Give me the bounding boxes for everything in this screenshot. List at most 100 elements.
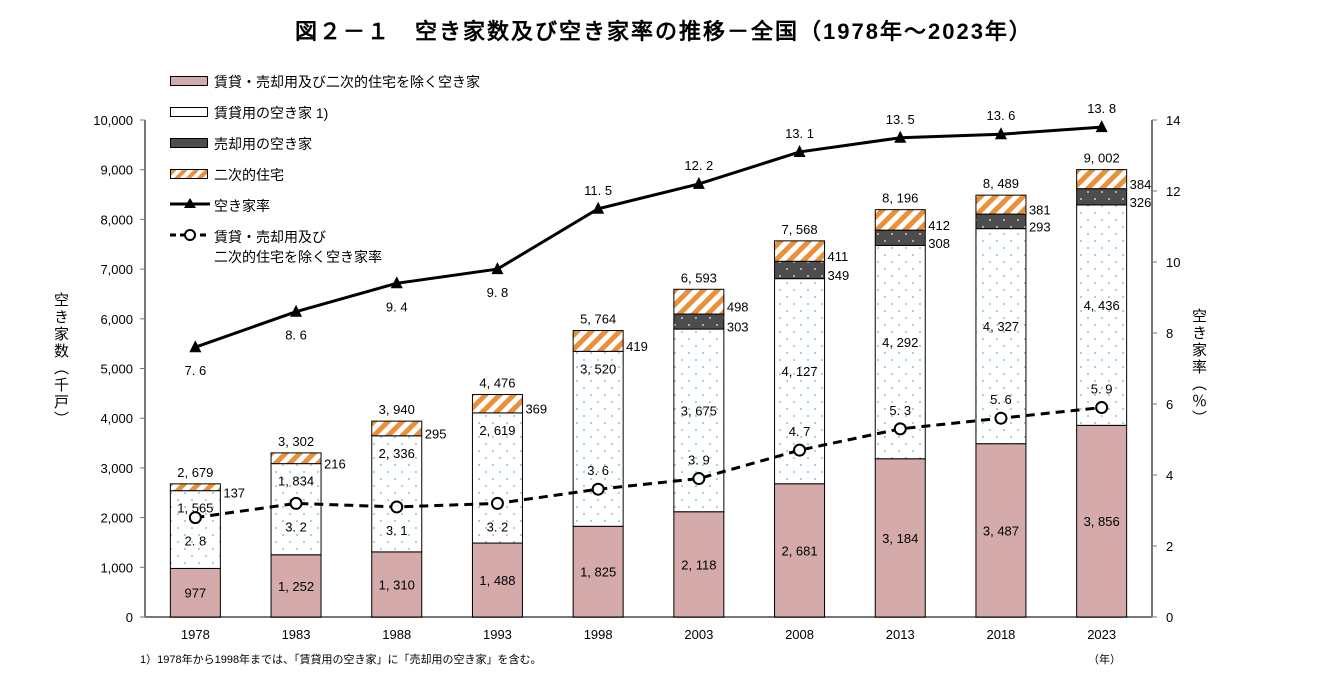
bar-secondary: [874, 209, 926, 231]
bar-rental: [975, 228, 1027, 445]
marker-circle: [289, 496, 303, 510]
y-tick-label: 5,000: [100, 362, 133, 377]
bar-secondary: [169, 483, 221, 492]
label-other: 3, 856: [1084, 514, 1120, 529]
legend-triangle-line-icon: [170, 196, 210, 210]
y2-tick-label: 0: [1166, 610, 1173, 625]
y2-tick-label: 12: [1166, 184, 1180, 199]
legend-item-rental: 賃貸用の空き家 1): [170, 103, 480, 134]
label-total: 9, 002: [1084, 151, 1120, 166]
marker-triangle: [491, 262, 504, 275]
label-sale: 293: [1029, 219, 1051, 234]
label-rate-excl: 3. 1: [386, 523, 408, 538]
y-axis-label: 空き家数（千戸）: [52, 292, 69, 428]
y-tick-label: 3,000: [100, 461, 133, 476]
label-other: 1, 488: [479, 573, 515, 588]
y-tick-label: 9,000: [100, 163, 133, 178]
x-tick-label: 1993: [483, 627, 512, 642]
label-rate: 13. 8: [1087, 101, 1116, 116]
bar-secondary: [774, 240, 826, 262]
marker-triangle: [894, 130, 907, 143]
label-sale: 308: [928, 236, 950, 251]
chart-title: 図２－１ 空き家数及び空き家率の推移－全国（1978年～2023年）: [295, 19, 1033, 44]
marker-circle: [793, 443, 807, 457]
bar-secondary: [471, 394, 523, 414]
legend-label: 売却用の空き家: [214, 136, 312, 152]
bar-secondary: [270, 452, 322, 465]
label-rental: 4, 436: [1084, 298, 1120, 313]
label-sale: 349: [828, 268, 850, 283]
bar-other: [874, 458, 926, 618]
label-secondary: 384: [1130, 177, 1152, 192]
x-tick-label: 2018: [986, 627, 1015, 642]
y2-axis-label: 空き家率（％）: [1190, 308, 1207, 427]
y-tick-label: 7,000: [100, 262, 133, 277]
label-rate-excl: 5. 3: [889, 403, 911, 418]
label-total: 5, 764: [580, 312, 616, 327]
bar-rental: [1076, 204, 1128, 426]
legend-label-line2: 二次的住宅を除く空き家率: [214, 249, 382, 265]
label-sale: 326: [1130, 195, 1152, 210]
label-other: 3, 184: [882, 531, 918, 546]
label-other: 2, 681: [781, 543, 817, 558]
label-secondary: 369: [525, 402, 547, 417]
y-tick-label: 1,000: [100, 560, 133, 575]
marker-triangle: [290, 304, 303, 317]
line-rate-excl: [195, 406, 1102, 520]
label-total: 2, 679: [177, 465, 213, 480]
bar-sale: [1076, 188, 1128, 206]
label-rate: 7. 6: [185, 363, 207, 378]
label-other: 3, 487: [983, 523, 1019, 538]
bar-other: [169, 567, 221, 618]
bar-sale: [975, 213, 1027, 230]
legend-item-rate-excl: 賃貸・売却用及び 二次的住宅を除く空き家率: [170, 227, 480, 267]
legend-label: 空き家率: [214, 198, 270, 214]
legend-label: 賃貸・売却用及び二次的住宅を除く空き家: [214, 74, 480, 90]
label-total: 8, 489: [983, 176, 1019, 191]
footnote: 1）1978年から1998年までは、「賃貸用の空き家」に「売却用の空き家」を含む…: [140, 654, 542, 666]
bar-other: [975, 443, 1027, 618]
label-rental: 2, 336: [379, 446, 415, 461]
marker-triangle: [390, 276, 403, 289]
x-axis-unit: （年）: [1088, 654, 1121, 666]
bar-sale: [673, 313, 725, 330]
legend-label: 賃貸・売却用及び 二次的住宅を除く空き家率: [214, 227, 382, 267]
legend-item-rate: 空き家率: [170, 196, 480, 227]
label-other: 977: [184, 586, 206, 601]
label-total: 6, 593: [681, 270, 717, 285]
y2-tick-label: 8: [1166, 326, 1173, 341]
bar-secondary: [1076, 169, 1128, 190]
label-secondary: 137: [223, 485, 245, 500]
label-rate: 8. 6: [285, 328, 307, 343]
bar-secondary: [371, 420, 423, 437]
label-rate: 13. 5: [886, 112, 915, 127]
label-total: 7, 568: [781, 222, 817, 237]
y2-tick-label: 10: [1166, 255, 1180, 270]
label-secondary: 498: [727, 300, 749, 315]
marker-circle: [1095, 401, 1109, 415]
x-tick-label: 2023: [1087, 627, 1116, 642]
legend-swatch: [170, 107, 208, 117]
legend: 賃貸・売却用及び二次的住宅を除く空き家 賃貸用の空き家 1) 売却用の空き家 二…: [170, 72, 480, 267]
marker-circle: [188, 511, 202, 525]
legend-circle-dashed-line-icon: [170, 227, 210, 241]
x-tick-label: 1983: [282, 627, 311, 642]
bar-rental: [471, 412, 523, 544]
label-rate: 13. 6: [986, 108, 1015, 123]
label-other: 1, 825: [580, 565, 616, 580]
label-rental: 4, 327: [983, 319, 1019, 334]
bar-other: [572, 525, 624, 618]
y-tick-label: 6,000: [100, 312, 133, 327]
label-rate-excl: 5. 9: [1091, 382, 1113, 397]
legend-item-other: 賃貸・売却用及び二次的住宅を除く空き家: [170, 72, 480, 103]
label-rate: 9. 4: [386, 299, 408, 314]
marker-triangle: [994, 127, 1007, 140]
marker-circle: [591, 482, 605, 496]
label-rate-excl: 3. 9: [688, 453, 710, 468]
label-rate-excl: 2. 8: [185, 534, 207, 549]
bar-secondary: [975, 194, 1027, 215]
label-rate: 12. 2: [684, 158, 713, 173]
label-rate-excl: 5. 6: [990, 392, 1012, 407]
label-total: 3, 940: [379, 402, 415, 417]
label-secondary: 381: [1029, 203, 1051, 218]
